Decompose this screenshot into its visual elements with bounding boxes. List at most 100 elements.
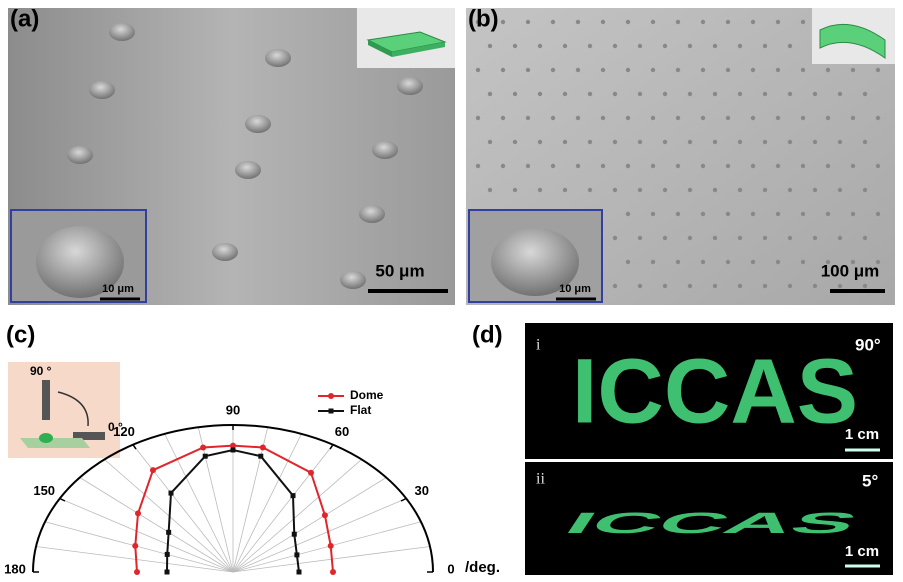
dot <box>751 212 755 216</box>
dot <box>551 116 555 120</box>
dot <box>501 20 505 24</box>
dot <box>763 284 767 288</box>
dot <box>788 188 792 192</box>
dot <box>688 284 692 288</box>
tick-label: 0 <box>447 561 454 576</box>
dot <box>726 164 730 168</box>
tick-label: 60 <box>335 424 349 439</box>
dot <box>838 188 842 192</box>
dot <box>576 164 580 168</box>
dot <box>663 92 667 96</box>
dot <box>626 20 630 24</box>
dot <box>676 164 680 168</box>
dot <box>513 44 517 48</box>
dot <box>676 68 680 72</box>
dot <box>763 188 767 192</box>
dot <box>776 20 780 24</box>
tick-label: 150 <box>33 483 55 498</box>
dot <box>713 236 717 240</box>
dot <box>826 164 830 168</box>
angle-label: 90° <box>855 335 881 354</box>
dot <box>601 164 605 168</box>
dot <box>613 188 617 192</box>
dot <box>526 68 530 72</box>
marker <box>132 543 138 549</box>
page: 10 μm 50 μm (a) 10 μm 100 μm (b) (c) 90 … <box>0 0 903 582</box>
dot <box>688 236 692 240</box>
dot <box>613 92 617 96</box>
dot <box>851 164 855 168</box>
dot <box>576 116 580 120</box>
figure: 10 μm 50 μm (a) 10 μm 100 μm (b) (c) 90 … <box>0 0 903 577</box>
dot <box>801 116 805 120</box>
marker <box>135 510 141 516</box>
ics-text: ICCAS <box>558 506 866 539</box>
dot <box>488 92 492 96</box>
dot <box>813 188 817 192</box>
dot <box>763 44 767 48</box>
dot <box>538 92 542 96</box>
dot <box>638 140 642 144</box>
tick <box>401 499 406 502</box>
dot <box>763 92 767 96</box>
dot <box>651 212 655 216</box>
marker <box>328 543 334 549</box>
dot <box>676 260 680 264</box>
inset-scale-label: 10 μm <box>102 283 134 295</box>
dot <box>651 68 655 72</box>
dot <box>476 164 480 168</box>
dome <box>67 146 93 164</box>
dot <box>713 140 717 144</box>
dot <box>601 116 605 120</box>
marker <box>166 530 171 535</box>
dot <box>526 164 530 168</box>
dot <box>726 212 730 216</box>
dot <box>501 68 505 72</box>
dot <box>588 44 592 48</box>
dot <box>626 212 630 216</box>
dot <box>601 68 605 72</box>
marker <box>292 532 297 537</box>
dot <box>701 164 705 168</box>
dot <box>638 44 642 48</box>
panel-label: (a) <box>10 5 39 32</box>
dot <box>826 212 830 216</box>
dot <box>876 116 880 120</box>
dot <box>738 140 742 144</box>
marker <box>203 454 208 459</box>
dot <box>726 20 730 24</box>
dot <box>688 188 692 192</box>
tick-label: 180 <box>4 561 26 576</box>
dot <box>801 212 805 216</box>
dot <box>613 236 617 240</box>
dot <box>788 140 792 144</box>
dot <box>726 260 730 264</box>
dot <box>576 20 580 24</box>
dot <box>701 116 705 120</box>
dome <box>245 115 271 133</box>
dot <box>776 116 780 120</box>
dot <box>788 92 792 96</box>
dot <box>663 44 667 48</box>
dot <box>788 44 792 48</box>
panel-d: (d) i 90° ICCAS 1 cm ii 5° ICCAS 1 cm <box>472 321 893 575</box>
dot <box>601 20 605 24</box>
dot <box>863 140 867 144</box>
dot <box>526 116 530 120</box>
dot <box>738 188 742 192</box>
dot <box>688 44 692 48</box>
dot <box>863 92 867 96</box>
dome <box>372 141 398 159</box>
marker <box>322 512 328 518</box>
dot <box>588 140 592 144</box>
dot <box>663 140 667 144</box>
dome <box>397 77 423 95</box>
dot <box>751 68 755 72</box>
panel-b: 10 μm 100 μm (b) <box>466 5 895 305</box>
legend-label: Flat <box>350 403 371 417</box>
dot <box>551 164 555 168</box>
tick <box>330 445 333 449</box>
dot <box>676 212 680 216</box>
dot <box>638 92 642 96</box>
dome <box>212 243 238 261</box>
